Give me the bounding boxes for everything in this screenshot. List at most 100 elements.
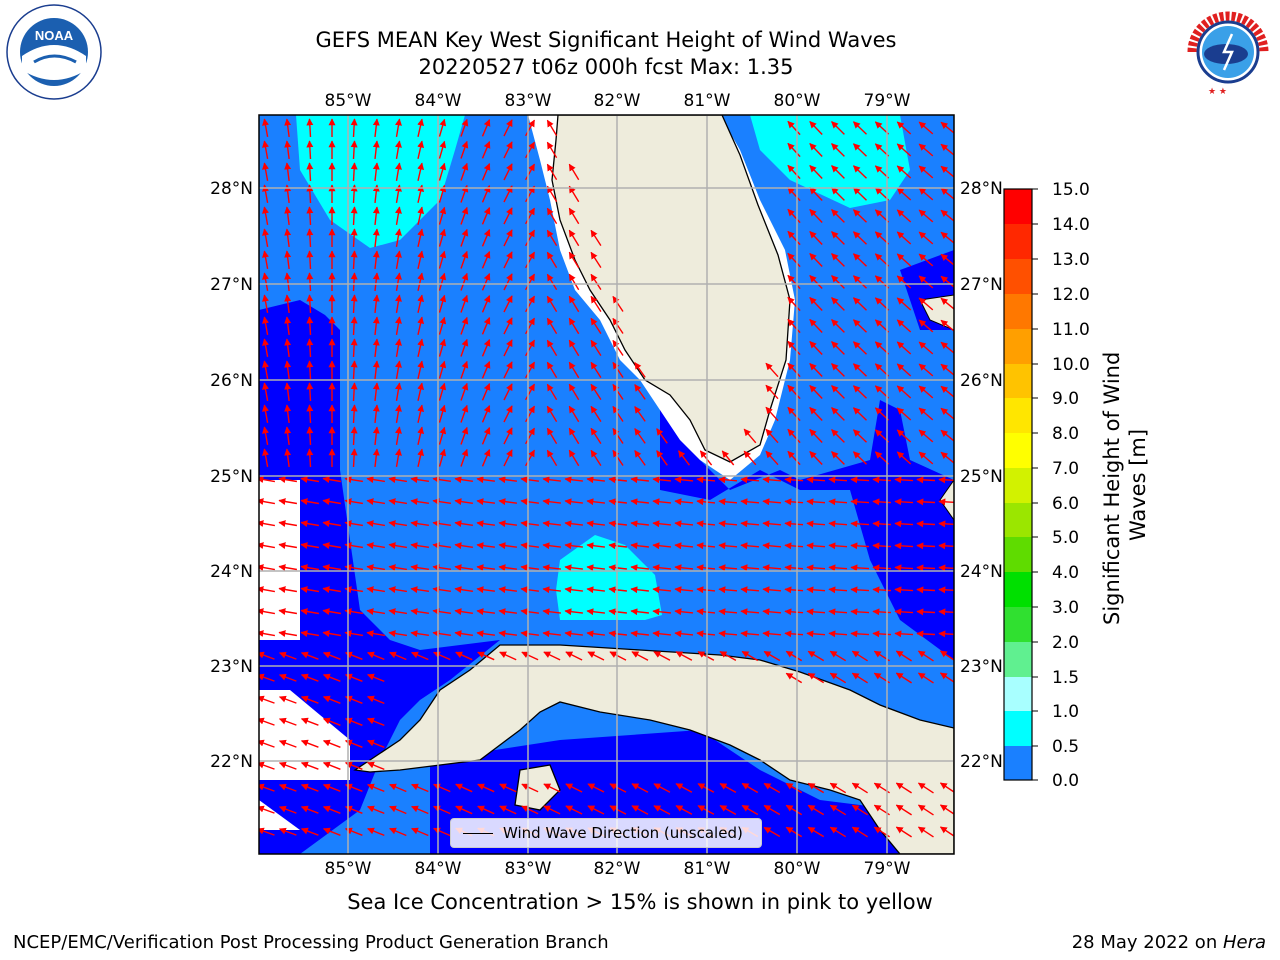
wave-direction-arrow (852, 231, 867, 245)
wave-direction-arrow (366, 476, 386, 484)
wave-direction-arrow (831, 187, 845, 201)
wave-direction-arrow (460, 338, 469, 357)
wave-direction-arrow (438, 162, 447, 181)
wave-direction-arrow (417, 206, 425, 225)
wave-direction-arrow (916, 542, 936, 550)
wave-direction-arrow (395, 206, 402, 226)
wave-direction-arrow (306, 206, 314, 226)
wave-direction-arrow (609, 805, 627, 815)
wave-direction-arrow (284, 316, 292, 335)
wave-direction-arrow (454, 586, 474, 594)
wave-direction-arrow (872, 608, 892, 616)
wave-direction-arrow (831, 319, 845, 333)
wave-direction-arrow (631, 783, 649, 793)
wave-direction-arrow (278, 651, 297, 660)
wave-direction-arrow (831, 165, 845, 179)
map-title: GEFS MEAN Key West Significant Height of… (315, 28, 897, 52)
colorbar-band (1004, 537, 1032, 573)
wave-direction-arrow (564, 608, 583, 616)
wave-band-00-05 (660, 400, 954, 660)
wave-direction-arrow (587, 783, 605, 793)
wave-direction-arrow (438, 360, 447, 379)
wave-direction-arrow (395, 316, 402, 336)
wave-direction-arrow (784, 542, 804, 550)
wave-direction-arrow (259, 520, 276, 527)
no-data-area (259, 480, 300, 640)
colorbar-title-line2: Waves [m] (1126, 429, 1150, 541)
wave-direction-arrow (590, 295, 602, 312)
wave-direction-arrow (455, 783, 473, 793)
wave-direction-arrow (278, 761, 297, 770)
wave-direction-arrow (410, 586, 430, 594)
wave-direction-arrow (872, 542, 892, 550)
wave-direction-arrow (896, 385, 912, 399)
wave-direction-arrow (366, 498, 386, 506)
wave-direction-arrow (612, 295, 624, 312)
colorbar-band (1004, 294, 1032, 330)
wave-direction-arrow (284, 206, 292, 225)
wave-direction-arrow (259, 739, 275, 748)
colorbar-tick-label: 15.0 (1052, 180, 1090, 200)
wave-direction-arrow (306, 162, 314, 182)
wave-direction-arrow (586, 630, 605, 638)
wave-direction-arrow (831, 341, 845, 355)
wave-direction-arrow (743, 428, 757, 444)
wave-direction-arrow (372, 448, 380, 467)
wave-direction-arrow (433, 783, 451, 793)
wave-direction-arrow (608, 520, 627, 528)
wave-direction-arrow (895, 804, 912, 816)
wave-direction-arrow (850, 630, 870, 638)
wave-direction-arrow (699, 450, 713, 466)
wave-direction-arrow (322, 608, 342, 615)
colorbar-band (1004, 642, 1032, 678)
wave-direction-arrow (718, 586, 738, 594)
wave-direction-arrow (590, 449, 602, 466)
wave-direction-arrow (896, 121, 912, 135)
lon-label-bottom: 80°W (774, 859, 821, 879)
wave-direction-arrow (481, 405, 491, 423)
wave-direction-arrow (460, 404, 469, 423)
wave-direction-arrow (785, 782, 803, 794)
wave-direction-arrow (278, 476, 298, 483)
wave-direction-arrow (460, 228, 469, 247)
wave-direction-arrow (829, 782, 847, 794)
wave-direction-arrow (417, 294, 425, 313)
wave-direction-arrow (916, 476, 936, 484)
wave-direction-arrow (432, 586, 452, 594)
wave-direction-arrow (350, 228, 358, 248)
wave-direction-arrow (806, 542, 826, 550)
wave-direction-arrow (785, 672, 803, 684)
lon-label-bottom: 84°W (415, 859, 462, 879)
wave-direction-arrow (586, 498, 605, 506)
wave-direction-arrow (438, 272, 447, 291)
wave-direction-arrow (284, 228, 292, 247)
wave-direction-arrow (476, 608, 495, 616)
map-legend: Wind Wave Direction (unscaled) (450, 818, 762, 848)
wave-direction-arrow (894, 498, 914, 506)
lat-label-right: 27°N (960, 275, 1003, 295)
wave-direction-arrow (476, 542, 495, 550)
wave-direction-arrow (503, 273, 513, 291)
wave-direction-arrow (674, 498, 694, 506)
wave-direction-arrow (278, 805, 297, 814)
wave-direction-arrow (322, 586, 342, 593)
wave-direction-arrow (568, 207, 580, 225)
wave-direction-arrow (524, 273, 536, 291)
wave-direction-arrow (350, 316, 358, 336)
wave-direction-arrow (740, 520, 760, 528)
wave-direction-arrow (609, 783, 627, 793)
wave-direction-arrow (372, 228, 380, 247)
wave-direction-arrow (350, 272, 358, 292)
wave-direction-arrow (634, 362, 646, 378)
wave-direction-arrow (852, 165, 867, 179)
colorbar-band (1004, 468, 1032, 504)
wave-direction-arrow (918, 231, 934, 245)
wave-direction-arrow (831, 253, 845, 267)
wave-direction-arrow (322, 520, 342, 527)
wave-direction-arrow (503, 251, 513, 269)
wave-direction-arrow (367, 673, 385, 683)
wave-direction-arrow (259, 608, 276, 615)
wave-direction-arrow (674, 476, 694, 484)
wave-direction-arrow (503, 361, 513, 379)
wave-direction-arrow (718, 542, 738, 550)
